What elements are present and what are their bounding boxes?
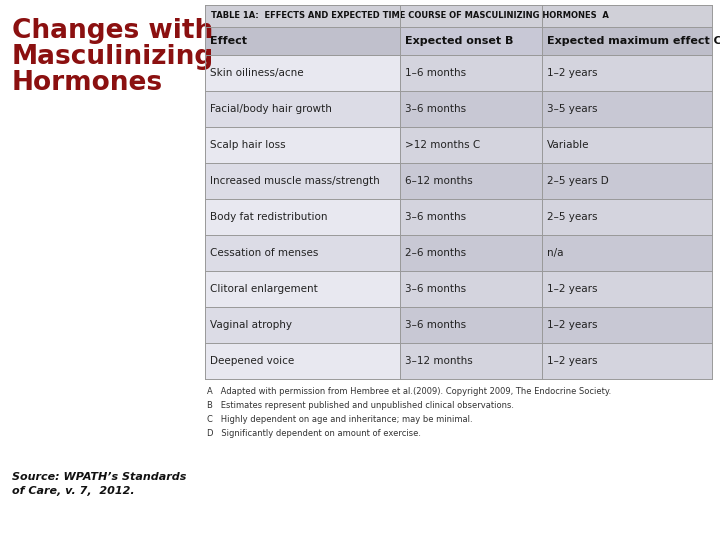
Text: Clitoral enlargement: Clitoral enlargement — [210, 284, 318, 294]
Bar — [542, 235, 712, 271]
Bar — [205, 27, 712, 55]
Text: 3–6 months: 3–6 months — [405, 284, 467, 294]
Bar — [542, 27, 712, 55]
Text: D   Significantly dependent on amount of exercise.: D Significantly dependent on amount of e… — [207, 429, 421, 438]
Text: 1–2 years: 1–2 years — [547, 284, 598, 294]
Text: Body fat redistribution: Body fat redistribution — [210, 212, 328, 222]
Bar — [205, 5, 712, 27]
Bar — [542, 55, 712, 91]
Text: Effect: Effect — [210, 36, 247, 46]
Text: Hormones: Hormones — [12, 70, 163, 96]
Text: 1–6 months: 1–6 months — [405, 68, 467, 78]
Text: Vaginal atrophy: Vaginal atrophy — [210, 320, 292, 330]
Bar — [400, 55, 542, 91]
Text: Cessation of menses: Cessation of menses — [210, 248, 318, 258]
Bar — [400, 199, 542, 235]
Text: Source: WPATH’s Standards: Source: WPATH’s Standards — [12, 472, 186, 482]
Text: Deepened voice: Deepened voice — [210, 356, 294, 366]
Text: Changes with: Changes with — [12, 18, 213, 44]
Bar — [205, 235, 400, 271]
Bar — [400, 163, 542, 199]
Text: 1–2 years: 1–2 years — [547, 320, 598, 330]
Bar — [205, 343, 400, 379]
Text: Increased muscle mass/strength: Increased muscle mass/strength — [210, 176, 379, 186]
Text: Expected onset B: Expected onset B — [405, 36, 513, 46]
Text: 2–5 years D: 2–5 years D — [547, 176, 609, 186]
Text: 3–12 months: 3–12 months — [405, 356, 473, 366]
Text: 3–6 months: 3–6 months — [405, 104, 467, 114]
Text: 2–5 years: 2–5 years — [547, 212, 598, 222]
Bar — [205, 307, 400, 343]
Bar — [205, 163, 400, 199]
Bar — [205, 55, 400, 91]
Bar — [205, 199, 400, 235]
Text: Masculinizing: Masculinizing — [12, 44, 215, 70]
Bar — [542, 271, 712, 307]
Text: 6–12 months: 6–12 months — [405, 176, 473, 186]
Bar — [400, 127, 542, 163]
Bar — [542, 127, 712, 163]
Bar — [400, 343, 542, 379]
Bar — [400, 235, 542, 271]
Text: C   Highly dependent on age and inheritance; may be minimal.: C Highly dependent on age and inheritanc… — [207, 415, 472, 424]
Text: Expected maximum effect C: Expected maximum effect C — [547, 36, 720, 46]
Text: Skin oiliness/acne: Skin oiliness/acne — [210, 68, 304, 78]
Text: 3–6 months: 3–6 months — [405, 212, 467, 222]
Text: 2–6 months: 2–6 months — [405, 248, 467, 258]
Text: 3–5 years: 3–5 years — [547, 104, 598, 114]
Text: Facial/body hair growth: Facial/body hair growth — [210, 104, 332, 114]
Bar — [400, 307, 542, 343]
Text: TABLE 1A:  EFFECTS AND EXPECTED TIME COURSE OF MASCULINIZING HORMONES  A: TABLE 1A: EFFECTS AND EXPECTED TIME COUR… — [211, 11, 609, 21]
Bar — [205, 271, 400, 307]
Text: A   Adapted with permission from Hembree et al.(2009). Copyright 2009, The Endoc: A Adapted with permission from Hembree e… — [207, 387, 611, 396]
Bar — [542, 343, 712, 379]
Text: B   Estimates represent published and unpublished clinical observations.: B Estimates represent published and unpu… — [207, 401, 514, 410]
Bar — [542, 307, 712, 343]
Bar — [542, 91, 712, 127]
Bar — [542, 199, 712, 235]
Text: Scalp hair loss: Scalp hair loss — [210, 140, 286, 150]
Bar — [542, 163, 712, 199]
Bar — [400, 91, 542, 127]
Text: >12 months C: >12 months C — [405, 140, 480, 150]
Text: n/a: n/a — [547, 248, 564, 258]
Text: Variable: Variable — [547, 140, 590, 150]
Text: 3–6 months: 3–6 months — [405, 320, 467, 330]
Bar — [400, 271, 542, 307]
Bar — [205, 91, 400, 127]
Text: 1–2 years: 1–2 years — [547, 68, 598, 78]
Text: of Care, v. 7,  2012.: of Care, v. 7, 2012. — [12, 486, 135, 496]
Bar — [205, 127, 400, 163]
Bar — [400, 27, 542, 55]
Text: 1–2 years: 1–2 years — [547, 356, 598, 366]
